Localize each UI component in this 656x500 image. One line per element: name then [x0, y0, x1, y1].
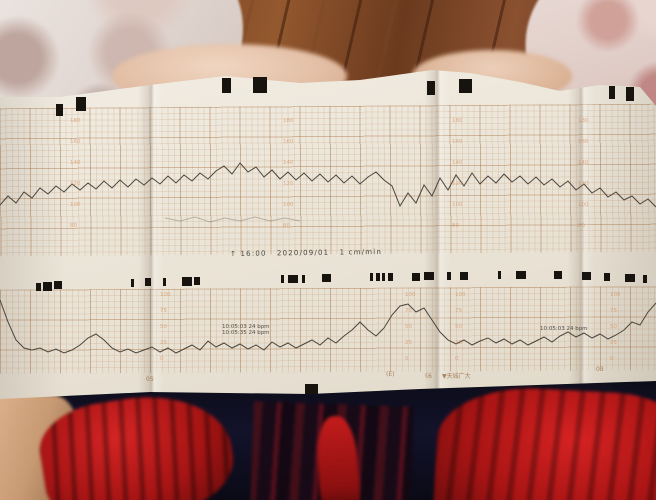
plaid-skirt — [0, 376, 656, 500]
skirt-red-patch-right — [432, 383, 656, 500]
paper-shading — [0, 70, 656, 399]
